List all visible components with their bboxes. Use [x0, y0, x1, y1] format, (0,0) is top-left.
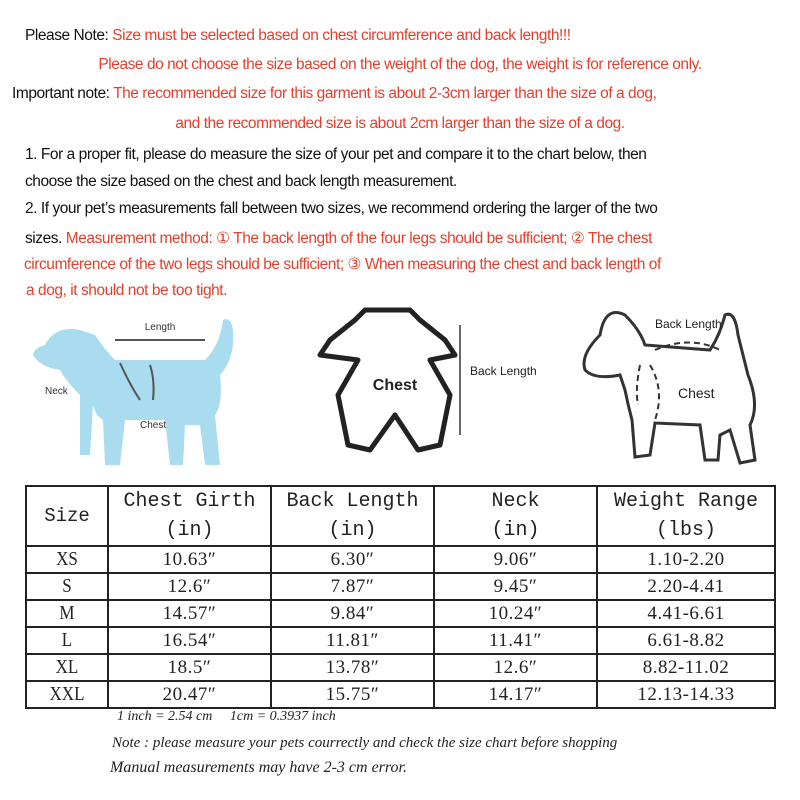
cell-back: 13.78″: [270, 653, 435, 682]
table-row: M 14.57″ 9.84″ 10.24″ 4.41-6.61: [26, 599, 776, 628]
cell-chest: 20.47″: [107, 680, 272, 709]
please-note-text: Size must be selected based on chest cir…: [112, 27, 571, 44]
cell-size: M: [31, 599, 103, 628]
outline-dog-illustration: Back Length Chest: [582, 311, 757, 465]
header-back-length: Back Length (in): [270, 485, 435, 547]
cell-neck: 11.41″: [433, 626, 598, 655]
back-length-dash: [654, 341, 721, 351]
cell-weight: 8.82-11.02: [596, 653, 776, 682]
garment-illustration: Chest Back Length: [317, 307, 537, 453]
measurement-method-cont: circumference of the two legs should be …: [24, 256, 661, 273]
table-row: L 16.54″ 11.81″ 11.41″ 6.61-8.82: [26, 626, 776, 655]
table-row: XL 18.5″ 13.78″ 12.6″ 8.82-11.02: [26, 653, 776, 682]
cell-size: S: [31, 572, 103, 601]
important-note: Important note: The recommended size for…: [12, 85, 657, 103]
dog-silhouette: [33, 319, 234, 465]
measurement-method-end: a dog, it should not be too tight.: [26, 282, 227, 299]
cell-neck: 10.24″: [433, 599, 598, 628]
step-2: 2. If your pet’s measurements fall betwe…: [25, 200, 658, 217]
cell-neck: 14.17″: [433, 680, 598, 709]
blue-dog-chest-label: Chest: [140, 420, 166, 431]
important-note-cont: and the recommended size is about 2cm la…: [175, 115, 625, 132]
measurement-method: Measurement method: ① The back length of…: [65, 230, 653, 247]
cell-chest: 14.57″: [107, 599, 272, 628]
chest-dash: [635, 364, 660, 421]
blue-dog-neck-label: Neck: [45, 386, 69, 397]
important-note-text: The recommended size for this garment is…: [113, 85, 657, 102]
garment-back-length-label: Back Length: [470, 364, 537, 378]
cell-back: 11.81″: [270, 626, 435, 655]
step-1-cont: choose the size based on the chest and b…: [25, 173, 457, 190]
outline-dog-chest-label: Chest: [678, 385, 715, 401]
cell-chest: 12.6″: [107, 572, 272, 601]
outline-dog-back-length-label: Back Length: [655, 317, 722, 331]
error-note: Manual measurements may have 2-3 cm erro…: [110, 759, 407, 776]
blue-dog-length-label: Length: [145, 322, 176, 333]
table-header-row: Size Chest Girth (in) Back Length (in) Nec…: [25, 485, 776, 547]
please-note-label: Please Note:: [25, 27, 109, 44]
cell-size: XXL: [31, 680, 103, 709]
cell-chest: 18.5″: [107, 653, 272, 682]
cell-chest: 16.54″: [107, 626, 272, 655]
cell-size: XL: [31, 653, 103, 682]
step-2-cont: sizes. Measurement method: ① The back le…: [25, 229, 652, 248]
cell-back: 6.30″: [270, 545, 435, 574]
weight-note: Please do not choose the size based on t…: [98, 56, 702, 73]
please-note: Please Note: Size must be selected based…: [25, 27, 571, 45]
measure-note: Note : please measure your pets courrect…: [112, 735, 618, 751]
cell-chest: 10.63″: [107, 545, 272, 574]
header-weight-range: Weight Range (lbs): [596, 485, 776, 547]
important-note-label: Important note:: [12, 85, 110, 102]
cell-weight: 1.10-2.20: [596, 545, 776, 574]
header-size: Size: [25, 485, 109, 547]
cell-size: L: [31, 626, 103, 655]
cell-back: 7.87″: [270, 572, 435, 601]
step-1: 1. For a proper fit, please do measure t…: [25, 146, 647, 163]
cell-neck: 12.6″: [433, 653, 598, 682]
cell-back: 9.84″: [270, 599, 435, 628]
table-row: S 12.6″ 7.87″ 9.45″ 2.20-4.41: [26, 572, 776, 601]
cell-back: 15.75″: [270, 680, 435, 709]
chest-neck-lines: [119, 362, 155, 401]
cell-weight: 12.13-14.33: [596, 680, 776, 709]
size-chart-table: Size Chest Girth (in) Back Length (in) Nec…: [25, 485, 776, 709]
cell-neck: 9.45″: [433, 572, 598, 601]
table-row: XXL 20.47″ 15.75″ 14.17″ 12.13-14.33: [26, 680, 776, 709]
cell-weight: 4.41-6.61: [596, 599, 776, 628]
cell-weight: 2.20-4.41: [596, 572, 776, 601]
outline-dog: [582, 311, 757, 465]
garment-outline: [317, 307, 458, 453]
blue-dog-illustration: Length Neck Chest: [33, 319, 234, 465]
step-2-sizes: sizes.: [25, 230, 62, 247]
header-neck: Neck (in): [433, 485, 598, 547]
cell-size: XS: [31, 545, 103, 574]
header-chest-girth: Chest Girth (in): [107, 485, 272, 547]
garment-chest-label: Chest: [373, 377, 418, 394]
table-row: XS 10.63″ 6.30″ 9.06″ 1.10-2.20: [26, 545, 776, 574]
cell-neck: 9.06″: [433, 545, 598, 574]
unit-conversion: 1 inch = 2.54 cm 1cm = 0.3937 inch: [117, 709, 336, 724]
cell-weight: 6.61-8.82: [596, 626, 776, 655]
